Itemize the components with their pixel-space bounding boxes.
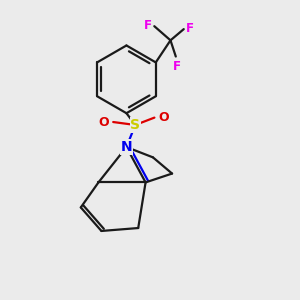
Text: N: N: [121, 140, 132, 154]
Text: O: O: [158, 110, 169, 124]
Text: F: F: [144, 19, 152, 32]
Text: O: O: [98, 116, 109, 128]
Text: S: S: [130, 118, 140, 132]
Text: F: F: [186, 22, 194, 35]
Text: F: F: [173, 60, 181, 73]
